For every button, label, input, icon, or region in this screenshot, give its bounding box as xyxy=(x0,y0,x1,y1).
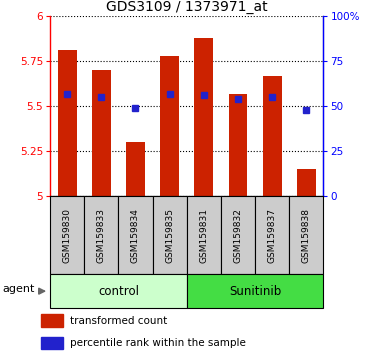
Text: GSM159837: GSM159837 xyxy=(268,208,277,263)
Bar xyxy=(289,196,323,274)
Text: transformed count: transformed count xyxy=(70,316,168,326)
Text: Sunitinib: Sunitinib xyxy=(229,285,281,298)
Text: GSM159832: GSM159832 xyxy=(233,208,243,263)
Bar xyxy=(187,274,323,308)
Text: GSM159835: GSM159835 xyxy=(165,208,174,263)
Bar xyxy=(263,75,281,196)
Bar xyxy=(41,337,63,349)
Text: GSM159831: GSM159831 xyxy=(199,208,208,263)
Bar xyxy=(152,196,187,274)
Bar xyxy=(119,196,152,274)
Bar xyxy=(160,56,179,196)
Bar xyxy=(50,196,84,274)
Bar xyxy=(126,142,145,196)
Text: control: control xyxy=(98,285,139,298)
Title: GDS3109 / 1373971_at: GDS3109 / 1373971_at xyxy=(106,0,268,13)
Bar xyxy=(58,50,77,196)
Bar xyxy=(221,196,255,274)
Text: GSM159834: GSM159834 xyxy=(131,208,140,263)
Bar xyxy=(92,70,111,196)
Text: GSM159838: GSM159838 xyxy=(302,208,311,263)
Bar xyxy=(41,314,63,327)
Bar xyxy=(297,169,316,196)
Text: GSM159830: GSM159830 xyxy=(63,208,72,263)
Bar xyxy=(84,196,119,274)
Bar xyxy=(255,196,289,274)
Bar xyxy=(50,274,187,308)
Text: GSM159833: GSM159833 xyxy=(97,208,106,263)
Text: agent: agent xyxy=(3,285,35,295)
Bar xyxy=(187,196,221,274)
Bar xyxy=(229,93,248,196)
Bar xyxy=(194,38,213,196)
Text: percentile rank within the sample: percentile rank within the sample xyxy=(70,338,246,348)
